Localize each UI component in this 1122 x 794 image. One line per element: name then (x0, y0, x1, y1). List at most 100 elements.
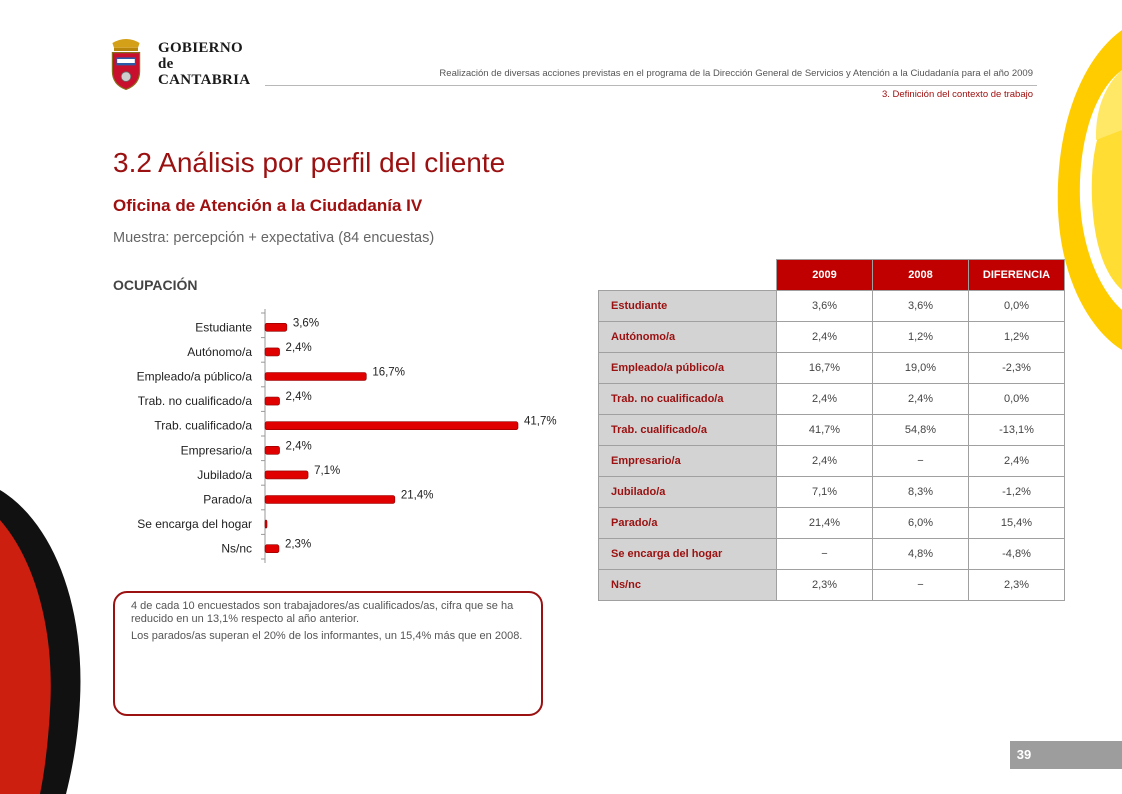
category-label: Jubilado/a (197, 468, 252, 482)
document-title: Realización de diversas acciones previst… (439, 68, 1033, 79)
table-header-empty (598, 259, 777, 291)
row-label: Trab. no cualificado/a (598, 383, 777, 415)
value-label: 7,1% (314, 465, 340, 477)
cell-2008: 3,6% (872, 290, 969, 322)
bar (264, 446, 280, 455)
section-breadcrumb: 3. Definición del contexto de trabajo (881, 89, 1033, 100)
cell-diferencia: -1,2% (968, 476, 1065, 508)
value-label: 21,4% (401, 490, 434, 502)
cell-2008: − (872, 445, 969, 477)
cell-2009: 16,7% (776, 352, 873, 384)
value-label: 41,7% (524, 416, 557, 428)
table-row: Jubilado/a 7,1% 8,3% -1,2% (598, 476, 1065, 508)
cell-2009: 41,7% (776, 414, 873, 446)
cell-2009: − (776, 538, 873, 570)
cell-2009: 21,4% (776, 507, 873, 539)
table-row: Empleado/a público/a 16,7% 19,0% -2,3% (598, 352, 1065, 384)
category-label: Autónomo/a (187, 345, 252, 359)
row-label: Empresario/a (598, 445, 777, 477)
table-row: Autónomo/a 2,4% 1,2% 1,2% (598, 321, 1065, 353)
cell-2008: 1,2% (872, 321, 969, 353)
row-label: Estudiante (598, 290, 777, 322)
category-label: Parado/a (203, 493, 252, 507)
table-row: Trab. cualificado/a 41,7% 54,8% -13,1% (598, 414, 1065, 446)
cell-diferencia: 15,4% (968, 507, 1065, 539)
table-header-diferencia: DIFERENCIA (968, 259, 1065, 291)
table-row: Parado/a 21,4% 6,0% 15,4% (598, 507, 1065, 539)
cell-2009: 2,4% (776, 445, 873, 477)
bar (264, 495, 396, 504)
note-box (113, 591, 543, 716)
cell-diferencia: -4,8% (968, 538, 1065, 570)
cell-diferencia: -2,3% (968, 352, 1065, 384)
bar (264, 347, 280, 357)
value-label: 2,4% (286, 440, 312, 452)
table-row: Estudiante 3,6% 3,6% 0,0% (598, 290, 1065, 322)
row-label: Empleado/a público/a (598, 352, 777, 384)
cell-2009: 3,6% (776, 290, 873, 322)
bar (264, 544, 280, 553)
value-label: 16,7% (372, 367, 405, 379)
note-paragraph-1: 4 de cada 10 encuestados son trabajadore… (131, 600, 514, 625)
cell-2008: 8,3% (872, 476, 969, 508)
row-label: Parado/a (598, 507, 777, 539)
cell-2008: 4,8% (872, 538, 969, 570)
cell-diferencia: 2,3% (968, 569, 1065, 601)
table-header-2009: 2009 (776, 259, 873, 291)
cell-2008: − (872, 569, 969, 601)
chart-section-label: OCUPACIÓN (113, 277, 198, 293)
category-label: Trab. cualificado/a (154, 419, 252, 433)
page-subtitle: Oficina de Atención a la Ciudadanía IV (113, 196, 423, 215)
logo-line-3: CANTABRIA (158, 72, 251, 88)
header-divider (265, 85, 1037, 86)
row-label: Ns/nc (598, 569, 777, 601)
category-label: Estudiante (195, 320, 252, 334)
cantabria-coat-of-arms-logo (111, 39, 141, 91)
cell-diferencia: 0,0% (968, 290, 1065, 322)
cell-diferencia: -13,1% (968, 414, 1065, 446)
category-label: Trab. no cualificado/a (138, 394, 253, 408)
cell-diferencia: 1,2% (968, 321, 1065, 353)
category-label: Ns/nc (221, 542, 252, 556)
bar (264, 470, 309, 480)
value-label: 2,4% (286, 342, 312, 354)
cell-2009: 2,4% (776, 383, 873, 415)
cell-2008: 2,4% (872, 383, 969, 415)
logo-line-2: de (158, 56, 174, 72)
page-number-bar (1010, 741, 1122, 769)
cell-diferencia: 0,0% (968, 383, 1065, 415)
table-row: Ns/nc 2,3% −2,3% (598, 569, 1065, 601)
cell-2008: 54,8% (872, 414, 969, 446)
page-title: 3.2 Análisis por perfil del cliente (113, 147, 506, 178)
cell-2009: 7,1% (776, 476, 873, 508)
bar (264, 372, 367, 381)
value-label: 2,4% (286, 391, 312, 403)
table-header-row: 2009 2008 DIFERENCIA (598, 259, 1065, 291)
page-number: 39 (1016, 747, 1032, 762)
logo-text: GOBIERNO de CANTABRIA (158, 40, 250, 88)
sample-description: Muestra: percepción + expectativa (84 en… (113, 230, 435, 246)
comparison-table: 2009 2008 DIFERENCIA Estudiante 3,6% 3,6% 0… (598, 259, 1065, 601)
note-paragraph-2: Los parados/as superan el 20% de los inf… (131, 630, 523, 642)
cell-2009: 2,3% (776, 569, 873, 601)
bar (264, 519, 268, 529)
category-label: Empresario/a (181, 443, 253, 457)
table-row: Empresario/a 2,4% −2,4% (598, 445, 1065, 477)
occupation-bar-chart: Estudiante 3,6% Autónomo/a 2,4% Empleado/a p… (137, 309, 557, 563)
bar (264, 396, 280, 406)
value-label: 3,6% (293, 317, 319, 329)
logo-line-1: GOBIERNO (158, 40, 243, 56)
note-text: 4 de cada 10 encuestados son trabajadore… (131, 600, 534, 647)
cell-diferencia: 2,4% (968, 445, 1065, 477)
row-label: Autónomo/a (598, 321, 777, 353)
row-label: Trab. cualificado/a (598, 414, 777, 446)
cell-2008: 6,0% (872, 507, 969, 539)
bar (264, 421, 519, 430)
category-label: Se encarga del hogar (137, 517, 252, 531)
row-label: Jubilado/a (598, 476, 777, 508)
table-row: Se encarga del hogar −4,8% -4,8% (598, 538, 1065, 570)
value-label: 2,3% (285, 539, 311, 551)
table-row: Trab. no cualificado/a 2,4% 2,4% 0,0% (598, 383, 1065, 415)
category-label: Empleado/a público/a (137, 370, 253, 384)
table-header-2008: 2008 (872, 259, 969, 291)
